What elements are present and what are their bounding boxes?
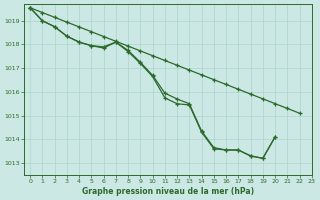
X-axis label: Graphe pression niveau de la mer (hPa): Graphe pression niveau de la mer (hPa) (82, 187, 254, 196)
